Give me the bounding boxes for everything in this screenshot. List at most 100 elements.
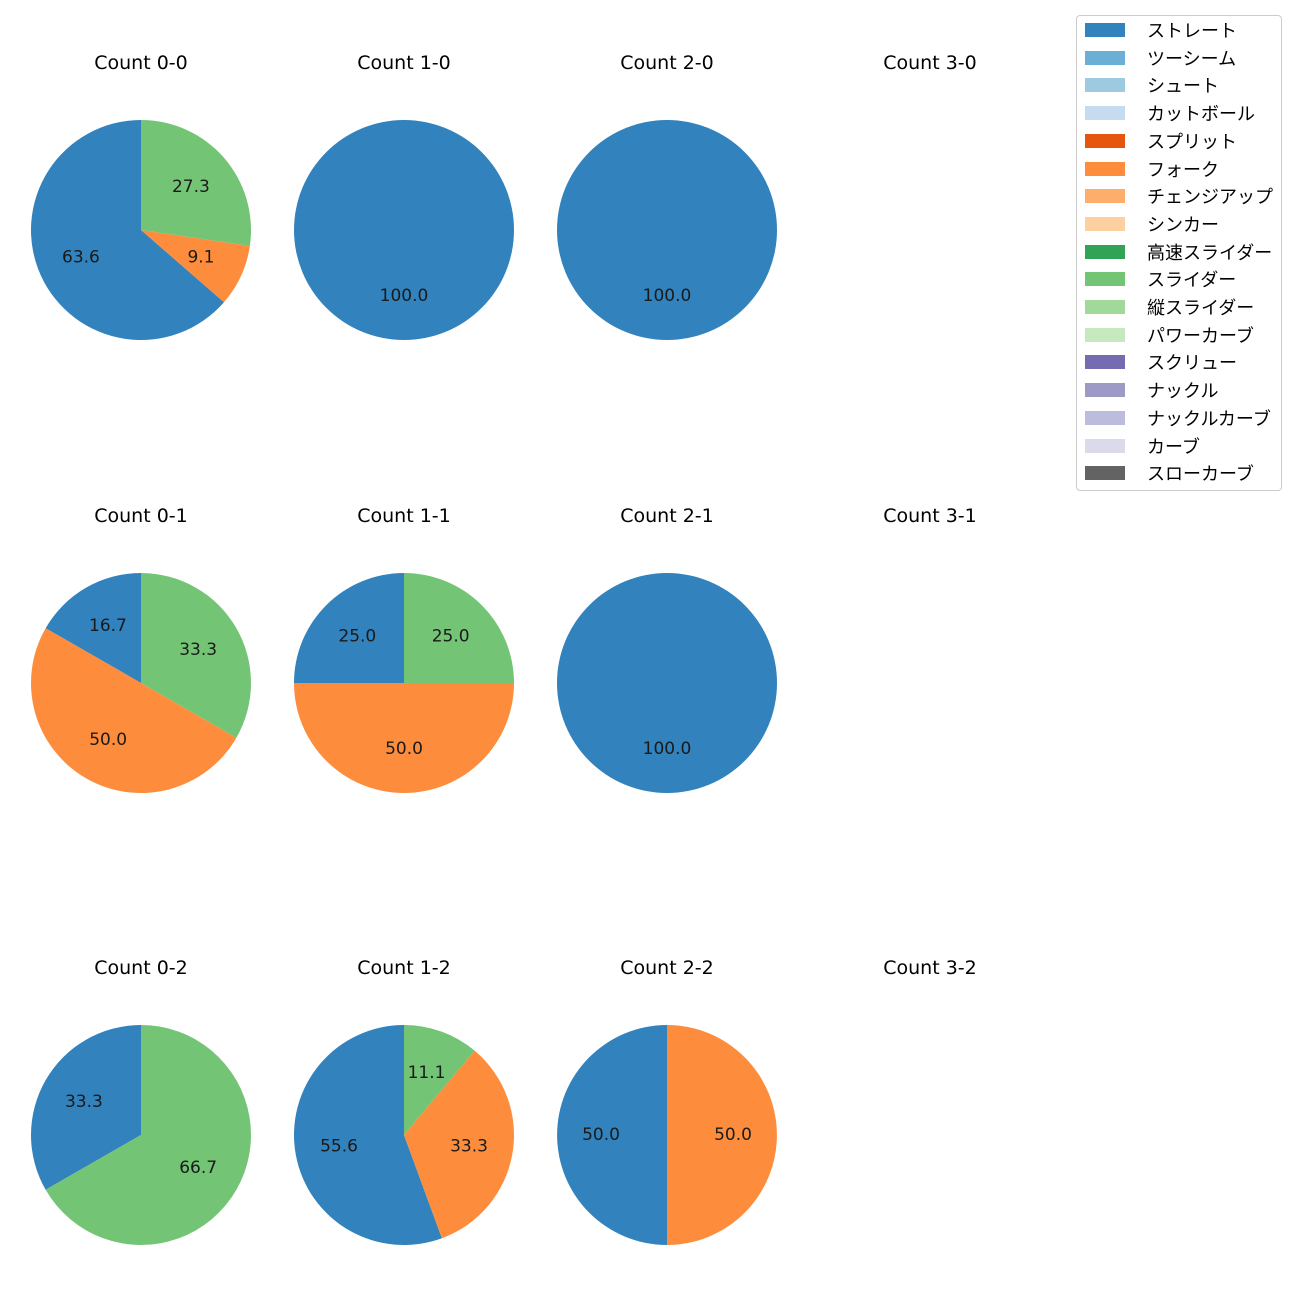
pie-slice bbox=[404, 573, 514, 683]
legend-swatch bbox=[1085, 23, 1125, 37]
legend-item: カットボール bbox=[1085, 102, 1255, 126]
slice-label: 55.6 bbox=[320, 1137, 358, 1157]
pie-slice bbox=[45, 573, 141, 683]
pie-slice bbox=[30, 1025, 142, 1190]
legend-item: 縦スライダー bbox=[1085, 296, 1255, 319]
legend-label: フォーク bbox=[1147, 159, 1219, 181]
panel-title: Count 1-2 bbox=[357, 957, 451, 979]
legend-swatch bbox=[1085, 410, 1125, 425]
pie-panel-count-2-2: Count 2-2 50.0 50.0 bbox=[557, 957, 777, 1245]
legend-label: カーブ bbox=[1147, 436, 1200, 458]
legend-swatch bbox=[1085, 244, 1125, 259]
pie-panel-count-1-0: Count 1-0 100.0 bbox=[294, 52, 514, 340]
slice-label: 100.0 bbox=[643, 739, 692, 759]
legend-swatch bbox=[1085, 466, 1125, 481]
legend-item: フォーク bbox=[1085, 158, 1219, 181]
legend-swatch bbox=[1085, 327, 1125, 342]
pie-panel-count-1-1: Count 1-1 25.0 50.0 25.0 bbox=[294, 505, 514, 793]
pie-slice bbox=[293, 1025, 442, 1246]
pie-panel-count-2-1: Count 2-1 100.0 bbox=[557, 505, 777, 793]
legend-label: チェンジアップ bbox=[1147, 187, 1273, 209]
slice-label: 16.7 bbox=[89, 616, 127, 636]
pie-slice bbox=[141, 120, 251, 246]
slice-label: 33.3 bbox=[179, 640, 217, 660]
legend-swatch bbox=[1085, 106, 1125, 121]
pie-slice bbox=[404, 1050, 514, 1239]
legend-item: スクリュー bbox=[1085, 351, 1237, 375]
legend-label: スライダー bbox=[1147, 270, 1237, 292]
legend-item: ストレート bbox=[1085, 19, 1237, 42]
legend-item: チェンジアップ bbox=[1085, 185, 1273, 209]
legend-label: 高速スライダー bbox=[1147, 242, 1273, 264]
pie-panel-count-0-2: Count 0-2 33.3 66.7 bbox=[30, 957, 252, 1245]
pie-panel-count-3-2: Count 3-2 bbox=[883, 957, 977, 979]
legend-label: 縦スライダー bbox=[1147, 298, 1255, 319]
legend-swatch bbox=[1085, 133, 1125, 148]
pie-slice bbox=[294, 573, 404, 683]
slice-label: 66.7 bbox=[179, 1158, 217, 1178]
legend-label: シンカー bbox=[1147, 214, 1219, 236]
slice-label: 50.0 bbox=[385, 739, 423, 759]
legend-item: シンカー bbox=[1085, 213, 1219, 236]
pie-slice bbox=[294, 683, 514, 793]
legend-item: スライダー bbox=[1085, 268, 1237, 292]
pie-panel-count-0-1: Count 0-1 16.7 50.0 33.3 bbox=[30, 505, 251, 793]
pie-slice bbox=[404, 1025, 475, 1135]
pie-panel-count-2-0: Count 2-0 100.0 bbox=[557, 52, 777, 340]
pie-slice bbox=[557, 120, 777, 340]
legend-item: スプリット bbox=[1085, 130, 1237, 153]
legend-swatch bbox=[1085, 300, 1125, 314]
legend-swatch bbox=[1085, 216, 1125, 231]
legend-item: ツーシーム bbox=[1085, 47, 1236, 70]
legend-swatch bbox=[1085, 438, 1125, 453]
legend: ストレートツーシームシュートカットボールスプリットフォークチェンジアップ シンカー… bbox=[1076, 15, 1282, 491]
pie-slice bbox=[30, 628, 237, 793]
panel-title: Count 1-0 bbox=[357, 52, 451, 74]
panel-title: Count 3-2 bbox=[883, 957, 977, 979]
legend-item: シュート bbox=[1085, 74, 1219, 98]
legend-item: ナックル bbox=[1085, 379, 1219, 403]
legend-label: スクリュー bbox=[1147, 353, 1237, 375]
pie-panel-count-3-1: Count 3-1 bbox=[883, 505, 977, 527]
legend-item: ナックルカーブ bbox=[1085, 407, 1271, 430]
legend-item: パワーカーブ bbox=[1085, 324, 1254, 347]
slice-label: 50.0 bbox=[714, 1125, 752, 1145]
legend-label: カットボール bbox=[1147, 104, 1255, 126]
legend-label: ナックル bbox=[1147, 381, 1219, 403]
legend-item: スローカーブ bbox=[1085, 462, 1254, 486]
legend-item: カーブ bbox=[1085, 435, 1200, 458]
legend-label: シュート bbox=[1147, 76, 1219, 98]
slice-label: 27.3 bbox=[172, 177, 210, 197]
pie-panel-count-0-0: Count 0-0 63.6 9.1 27.3 bbox=[30, 52, 251, 340]
slice-label: 100.0 bbox=[643, 286, 692, 306]
slice-label: 63.6 bbox=[62, 247, 100, 267]
panel-title: Count 2-0 bbox=[620, 52, 714, 74]
pie-slice bbox=[557, 573, 777, 793]
legend-swatch bbox=[1085, 50, 1125, 65]
panel-title: Count 0-0 bbox=[94, 52, 188, 74]
panel-title: Count 1-1 bbox=[357, 505, 451, 527]
legend-swatch bbox=[1085, 189, 1125, 204]
pie-panel-count-3-0: Count 3-0 bbox=[883, 52, 977, 74]
slice-label: 33.3 bbox=[65, 1092, 103, 1112]
panel-title: Count 2-2 bbox=[620, 957, 714, 979]
slice-label: 25.0 bbox=[338, 626, 376, 646]
legend-swatch bbox=[1085, 161, 1125, 176]
legend-item: 高速スライダー bbox=[1085, 241, 1273, 264]
pie-slice bbox=[30, 120, 224, 340]
legend-swatch bbox=[1085, 383, 1125, 398]
pie-panel-count-1-2: Count 1-2 55.6 33.3 11.1 bbox=[293, 957, 514, 1246]
legend-swatch bbox=[1085, 355, 1125, 370]
slice-label: 100.0 bbox=[380, 286, 429, 306]
panel-title: Count 3-1 bbox=[883, 505, 977, 527]
legend-label: スローカーブ bbox=[1147, 464, 1254, 486]
pie-slice bbox=[45, 1025, 252, 1245]
pie-slice bbox=[667, 1025, 777, 1245]
slice-label: 50.0 bbox=[89, 730, 127, 750]
panel-title: Count 0-2 bbox=[94, 957, 188, 979]
pie-slice bbox=[141, 230, 250, 303]
panel-title: Count 2-1 bbox=[620, 505, 714, 527]
pie-slice bbox=[557, 1025, 667, 1245]
legend-label: ナックルカーブ bbox=[1147, 408, 1271, 430]
